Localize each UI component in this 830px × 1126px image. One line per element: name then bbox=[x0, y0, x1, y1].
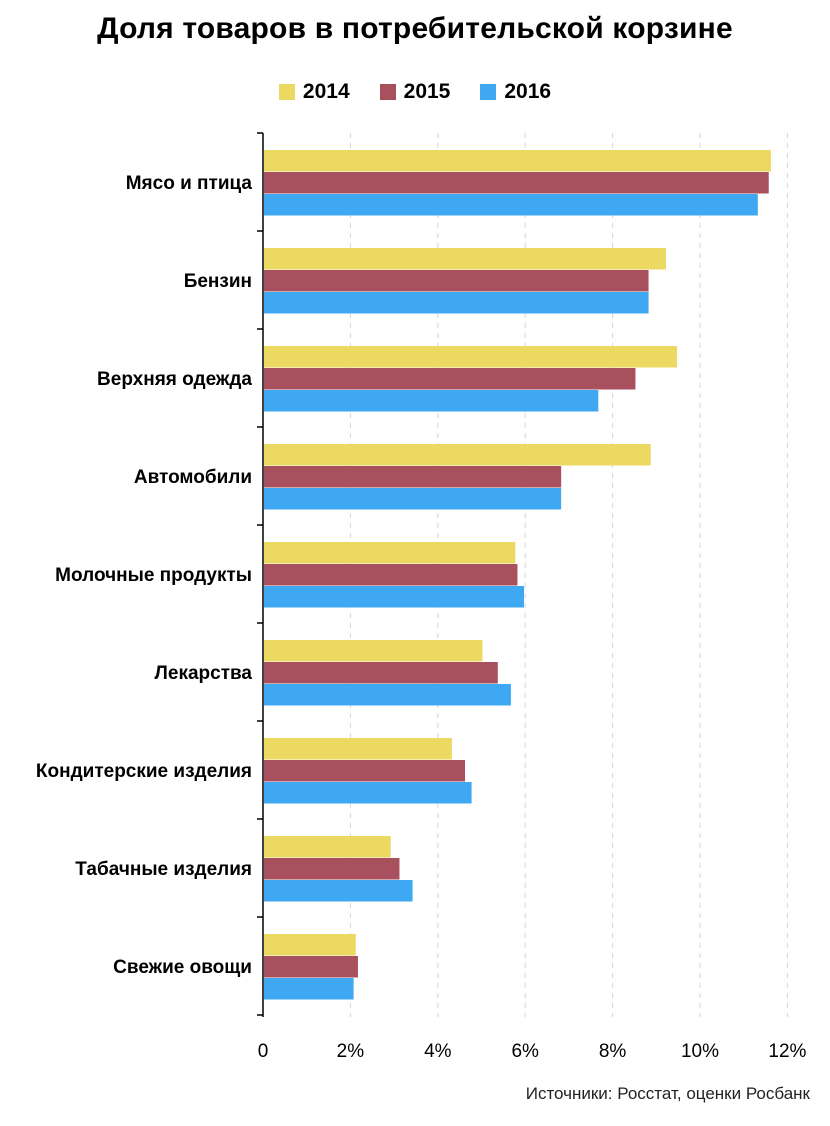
bar-2016-5 bbox=[264, 684, 511, 706]
bar-2016-2 bbox=[264, 390, 599, 412]
legend-swatch-2014 bbox=[278, 84, 295, 100]
bar-2015-6 bbox=[264, 760, 466, 782]
category-label: Кондитерские изделия bbox=[36, 761, 252, 782]
bar-2015-0 bbox=[264, 172, 769, 194]
category-label: Бензин bbox=[184, 271, 252, 292]
category-label: Лекарства bbox=[155, 663, 253, 684]
category-label: Верхняя одежда bbox=[97, 369, 252, 390]
bar-2016-1 bbox=[264, 292, 649, 314]
legend-label-2014: 2014 bbox=[302, 80, 350, 103]
bar-2016-4 bbox=[264, 586, 525, 608]
legend-swatch-2015 bbox=[379, 84, 396, 100]
x-tick-label: 2% bbox=[337, 1041, 365, 1062]
bar-2014-5 bbox=[264, 640, 483, 662]
x-tick-label: 12% bbox=[768, 1041, 806, 1062]
bar-2014-4 bbox=[264, 542, 516, 564]
bar-2015-4 bbox=[264, 564, 518, 586]
bar-2016-7 bbox=[264, 880, 413, 902]
bar-2015-2 bbox=[264, 368, 636, 390]
bar-2015-8 bbox=[264, 956, 358, 978]
bar-2014-7 bbox=[264, 836, 391, 858]
category-label: Молочные продукты bbox=[55, 565, 252, 586]
x-tick-label: 8% bbox=[599, 1041, 627, 1062]
category-label: Табачные изделия bbox=[75, 859, 252, 880]
legend: 2014 2015 2016 bbox=[0, 80, 830, 104]
x-tick-label: 6% bbox=[511, 1041, 539, 1062]
bar-2016-8 bbox=[264, 978, 354, 1000]
legend-item-2015: 2015 bbox=[379, 80, 451, 104]
bar-2016-6 bbox=[264, 782, 472, 804]
bar-2015-5 bbox=[264, 662, 498, 684]
bar-2015-7 bbox=[264, 858, 400, 880]
legend-label-2015: 2015 bbox=[403, 80, 451, 103]
bar-2014-3 bbox=[264, 444, 651, 466]
bar-2015-3 bbox=[264, 466, 562, 488]
legend-item-2014: 2014 bbox=[278, 80, 350, 104]
legend-label-2016: 2016 bbox=[504, 80, 552, 103]
chart-title: Доля товаров в потребительской корзине bbox=[97, 12, 733, 45]
x-tick-label: 0 bbox=[258, 1041, 269, 1062]
bar-2015-1 bbox=[264, 270, 649, 292]
bar-2014-6 bbox=[264, 738, 452, 760]
category-label: Мясо и птица bbox=[126, 173, 253, 194]
bar-2016-0 bbox=[264, 194, 758, 216]
x-tick-label: 10% bbox=[681, 1041, 719, 1062]
legend-item-2016: 2016 bbox=[480, 80, 551, 104]
legend-swatch-2016 bbox=[480, 84, 497, 100]
category-label: Свежие овощи bbox=[113, 957, 252, 978]
bar-2014-2 bbox=[264, 346, 677, 368]
bar-2014-0 bbox=[264, 150, 771, 172]
bar-2014-1 bbox=[264, 248, 667, 270]
bar-2014-8 bbox=[264, 934, 356, 956]
source-note: Источники: Росстат, оценки Росбанк bbox=[525, 1084, 810, 1103]
bar-2016-3 bbox=[264, 488, 562, 510]
x-tick-label: 4% bbox=[424, 1041, 452, 1062]
category-label: Автомобили bbox=[134, 467, 252, 488]
